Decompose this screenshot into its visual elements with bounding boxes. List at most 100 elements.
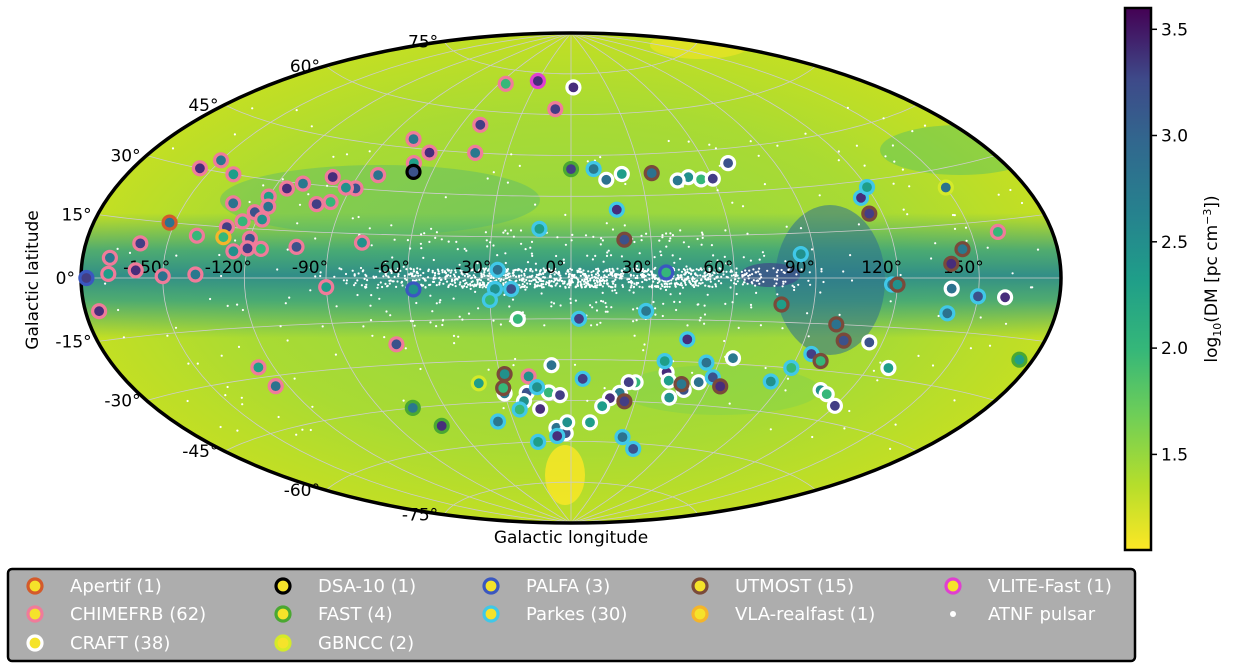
pulsar-point: [679, 257, 682, 260]
pulsar-point: [601, 285, 605, 288]
pulsar-point: [663, 285, 666, 289]
pulsar-point: [309, 266, 312, 269]
pulsar-point: [658, 280, 661, 283]
pulsar-point: [605, 279, 608, 282]
pulsar-point: [587, 283, 590, 286]
frb-marker: [826, 397, 844, 414]
pulsar-point: [685, 265, 688, 268]
pulsar-point: [708, 269, 711, 272]
pulsar-point: [589, 277, 592, 280]
pulsar-point: [369, 319, 373, 322]
pulsar-point: [389, 314, 392, 317]
pulsar-point: [632, 291, 635, 294]
pulsar-point: [611, 289, 614, 292]
pulsar-point: [725, 262, 728, 265]
pulsar-point: [472, 274, 475, 277]
frb-marker: [673, 376, 690, 393]
pulsar-point: [487, 274, 490, 278]
pulsar-point: [673, 300, 676, 303]
parallel-line: [443, 41, 699, 75]
pulsar-point: [385, 271, 388, 274]
pulsar-point: [471, 276, 474, 279]
pulsar-point: [632, 274, 635, 277]
frb-marker: [620, 374, 637, 391]
pulsar-point: [763, 254, 766, 257]
pulsar-point: [581, 273, 585, 276]
pulsar-point: [480, 276, 483, 279]
pulsar-point: [695, 268, 698, 271]
pulsar-point: [477, 307, 480, 310]
pulsar-point: [636, 268, 639, 271]
pulsar-point: [483, 271, 486, 274]
pulsar-point: [345, 282, 348, 285]
pulsar-point: [603, 282, 606, 285]
pulsar-point: [729, 270, 732, 273]
pulsar-point: [438, 281, 441, 284]
pulsar-point: [475, 283, 478, 287]
pulsar-point: [440, 278, 443, 281]
pulsar-point: [445, 280, 449, 283]
pulsar-point: [863, 164, 866, 167]
pulsar-point: [654, 274, 657, 277]
pulsar-point: [603, 279, 606, 283]
pulsar-point: [405, 268, 408, 271]
pulsar-point: [654, 313, 657, 316]
pulsar-point: [596, 281, 599, 284]
pulsar-point: [537, 273, 540, 277]
y-tick-label: 30°: [110, 147, 140, 167]
pulsar-point: [590, 273, 593, 277]
pulsar-point: [459, 281, 462, 284]
pulsar-point: [286, 339, 289, 342]
colorbar-tick-label: 3.5: [1161, 20, 1188, 40]
pulsar-point: [415, 279, 418, 282]
pulsar-point: [431, 310, 434, 313]
frb-marker: [783, 359, 800, 376]
pulsar-point: [757, 279, 760, 282]
pulsar-point: [629, 286, 632, 289]
pulsar-point: [502, 278, 505, 281]
pulsar-point: [673, 261, 676, 264]
pulsar-point: [693, 285, 696, 289]
pulsar-point: [635, 267, 638, 270]
pulsar-point: [671, 254, 674, 257]
pulsar-point: [760, 276, 763, 279]
pulsar-point: [731, 301, 734, 304]
pulsar-point: [482, 273, 485, 276]
pulsar-point: [307, 193, 310, 196]
pulsar-point: [700, 231, 704, 234]
pulsar-point: [628, 277, 631, 281]
pulsar-point: [458, 315, 461, 318]
frb-marker: [637, 302, 655, 320]
pulsar-point: [362, 325, 365, 328]
pulsar-point: [591, 258, 595, 261]
pulsar-point: [806, 312, 809, 315]
pulsar-point: [757, 270, 760, 273]
pulsar-point: [583, 278, 586, 281]
pulsar-point: [647, 273, 650, 276]
pulsar-point: [755, 291, 758, 294]
pulsar-point: [611, 286, 614, 289]
pulsar-point: [226, 304, 229, 307]
legend-marker: [691, 605, 709, 623]
pulsar-point: [630, 284, 633, 287]
frb-marker: [161, 214, 178, 231]
pulsar-point: [575, 285, 578, 288]
frb-marker: [698, 354, 715, 371]
pulsar-point: [725, 270, 728, 273]
pulsar-point: [509, 229, 513, 232]
pulsar-point: [889, 447, 892, 450]
pulsar-point: [560, 279, 563, 282]
pulsar-point: [677, 268, 680, 271]
pulsar-point: [585, 284, 588, 287]
pulsar-point: [567, 282, 570, 285]
pulsar-point: [687, 271, 691, 275]
pulsar-point: [589, 304, 592, 307]
pulsar-point: [508, 279, 511, 282]
pulsar-point: [775, 271, 778, 274]
pulsar-point: [357, 272, 360, 275]
pulsar-point: [589, 279, 592, 282]
pulsar-point: [699, 267, 702, 270]
pulsar-point: [463, 247, 466, 250]
pulsar-point: [583, 274, 586, 277]
pulsar-point: [298, 203, 302, 206]
